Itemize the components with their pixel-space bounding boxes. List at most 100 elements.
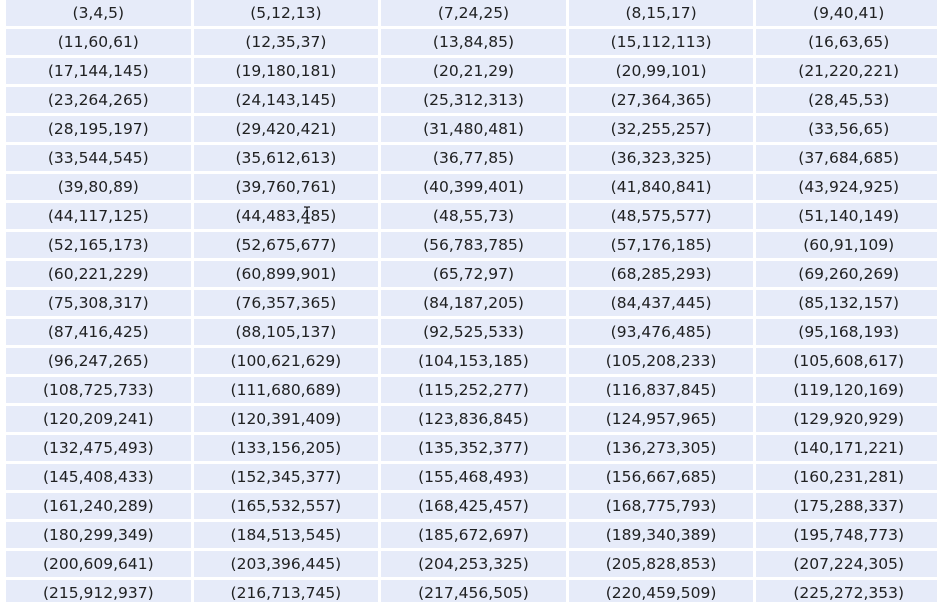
- table-row: (120,209,241) (120,391,409) (123,836,845) (…: [6, 406, 937, 432]
- triple-cell: (21,220,221): [756, 58, 937, 84]
- triple-cell: (156,667,685): [568, 464, 754, 490]
- triple-cell: (129,920,929): [756, 406, 937, 432]
- table-body: (3,4,5) (5,12,13) (7,24,25) (8,15,17) (9,40,…: [6, 0, 937, 602]
- table-row: (39,80,89) (39,760,761) (40,399,401) (41,84…: [6, 174, 937, 200]
- triple-cell: (29,420,421): [193, 116, 379, 142]
- table-row: (28,195,197) (29,420,421) (31,480,481) (32,…: [6, 116, 937, 142]
- triple-cell: (36,77,85): [381, 145, 566, 171]
- table-row: (96,247,265) (100,621,629) (104,153,185) (1…: [6, 348, 937, 374]
- triple-cell: (133,156,205): [193, 435, 379, 461]
- triple-cell: (116,837,845): [568, 377, 754, 403]
- triple-cell: (225,272,353): [756, 580, 937, 602]
- triple-cell: (85,132,157): [756, 290, 937, 316]
- triple-cell: (56,783,785): [381, 232, 566, 258]
- triple-cell: (7,24,25): [381, 0, 566, 26]
- triple-cell: (105,608,617): [756, 348, 937, 374]
- triple-cell: (23,264,265): [6, 87, 191, 113]
- triple-cell: (140,171,221): [756, 435, 937, 461]
- triple-cell: (189,340,389): [568, 522, 754, 548]
- triple-cell: (60,91,109): [756, 232, 937, 258]
- table-row: (23,264,265) (24,143,145) (25,312,313) (27,…: [6, 87, 937, 113]
- triple-cell: (3,4,5): [6, 0, 191, 26]
- table-row: (17,144,145) (19,180,181) (20,21,29) (20,99…: [6, 58, 937, 84]
- triple-cell: (16,63,65): [756, 29, 937, 55]
- triple-cell: (31,480,481): [381, 116, 566, 142]
- triple-cell: (28,45,53): [756, 87, 937, 113]
- triple-cell: (104,153,185): [381, 348, 566, 374]
- triple-cell: (207,224,305): [756, 551, 937, 577]
- triple-cell: (69,260,269): [756, 261, 937, 287]
- triple-cell: (105,208,233): [568, 348, 754, 374]
- triple-cell: (93,476,485): [568, 319, 754, 345]
- triple-cell: (195,748,773): [756, 522, 937, 548]
- triple-cell: (120,391,409): [193, 406, 379, 432]
- triple-cell: (8,15,17): [568, 0, 754, 26]
- triple-cell: (155,468,493): [381, 464, 566, 490]
- triple-cell: (108,725,733): [6, 377, 191, 403]
- triple-cell: (65,72,97): [381, 261, 566, 287]
- triple-cell: (216,713,745): [193, 580, 379, 602]
- triple-cell: (43,924,925): [756, 174, 937, 200]
- triple-cell: (161,240,289): [6, 493, 191, 519]
- triple-cell: (84,437,445): [568, 290, 754, 316]
- triple-cell: (115,252,277): [381, 377, 566, 403]
- triple-cell: (35,612,613): [193, 145, 379, 171]
- triple-cell: (84,187,205): [381, 290, 566, 316]
- triple-cell: (17,144,145): [6, 58, 191, 84]
- triple-cell: (175,288,337): [756, 493, 937, 519]
- triple-cell: (215,912,937): [6, 580, 191, 602]
- table-row: (75,308,317) (76,357,365) (84,187,205) (84,…: [6, 290, 937, 316]
- triple-cell: (87,416,425): [6, 319, 191, 345]
- table-row: (132,475,493) (133,156,205) (135,352,377)(…: [6, 435, 937, 461]
- triple-cell: (19,180,181): [193, 58, 379, 84]
- table-row: (180,299,349) (184,513,545) (185,672,697)(…: [6, 522, 937, 548]
- triple-cell: (20,99,101): [568, 58, 754, 84]
- triple-cell: (184,513,545): [193, 522, 379, 548]
- triple-cell: (119,120,169): [756, 377, 937, 403]
- triple-cell: (132,475,493): [6, 435, 191, 461]
- triple-cell: (5,12,13): [193, 0, 379, 26]
- triple-cell: (168,425,457): [381, 493, 566, 519]
- triple-cell: (48,55,73): [381, 203, 566, 229]
- table-row: (215,912,937) (216,713,745) (217,456,505)(…: [6, 580, 937, 602]
- triple-cell: (180,299,349): [6, 522, 191, 548]
- table-row: (87,416,425) (88,105,137) (92,525,533) (93,…: [6, 319, 937, 345]
- triple-cell: (160,231,281): [756, 464, 937, 490]
- table-row: (200,609,641) (203,396,445) (204,253,325)(…: [6, 551, 937, 577]
- triple-cell: (145,408,433): [6, 464, 191, 490]
- triple-cell: (200,609,641): [6, 551, 191, 577]
- triple-cell: (92,525,533): [381, 319, 566, 345]
- triple-cell: (20,21,29): [381, 58, 566, 84]
- triple-cell: (39,80,89): [6, 174, 191, 200]
- triple-cell: (37,684,685): [756, 145, 937, 171]
- triple-cell: (123,836,845): [381, 406, 566, 432]
- table-row: (60,221,229) (60,899,901) (65,72,97) (68,28…: [6, 261, 937, 287]
- triple-cell: (120,209,241): [6, 406, 191, 432]
- triple-cell: (111,680,689): [193, 377, 379, 403]
- triple-cell: (165,532,557): [193, 493, 379, 519]
- text-cursor-icon: [304, 206, 310, 224]
- triple-cell: (39,760,761): [193, 174, 379, 200]
- triple-cell: (57,176,185): [568, 232, 754, 258]
- triple-cell: (95,168,193): [756, 319, 937, 345]
- triple-cell: (41,840,841): [568, 174, 754, 200]
- triple-cell: (152,345,377): [193, 464, 379, 490]
- triple-cell: (27,364,365): [568, 87, 754, 113]
- triple-cell: (33,544,545): [6, 145, 191, 171]
- triple-cell: (28,195,197): [6, 116, 191, 142]
- triple-cell: (9,40,41): [756, 0, 937, 26]
- triple-cell: (68,285,293): [568, 261, 754, 287]
- triple-cell: (60,221,229): [6, 261, 191, 287]
- triple-cell: (220,459,509): [568, 580, 754, 602]
- table-row: (145,408,433) (152,345,377) (155,468,493)(…: [6, 464, 937, 490]
- table-row: (11,60,61) (12,35,37) (13,84,85) (15,112,11…: [6, 29, 937, 55]
- triple-cell: (76,357,365): [193, 290, 379, 316]
- triple-cell: (136,273,305): [568, 435, 754, 461]
- triple-cell: (168,775,793): [568, 493, 754, 519]
- triple-cell: (24,143,145): [193, 87, 379, 113]
- pythagorean-triples-table: (3,4,5) (5,12,13) (7,24,25) (8,15,17) (9,40,…: [3, 0, 937, 602]
- triple-cell: (96,247,265): [6, 348, 191, 374]
- triple-cell: (205,828,853): [568, 551, 754, 577]
- table-row: (52,165,173) (52,675,677) (56,783,785) (57,…: [6, 232, 937, 258]
- triple-cell: (60,899,901): [193, 261, 379, 287]
